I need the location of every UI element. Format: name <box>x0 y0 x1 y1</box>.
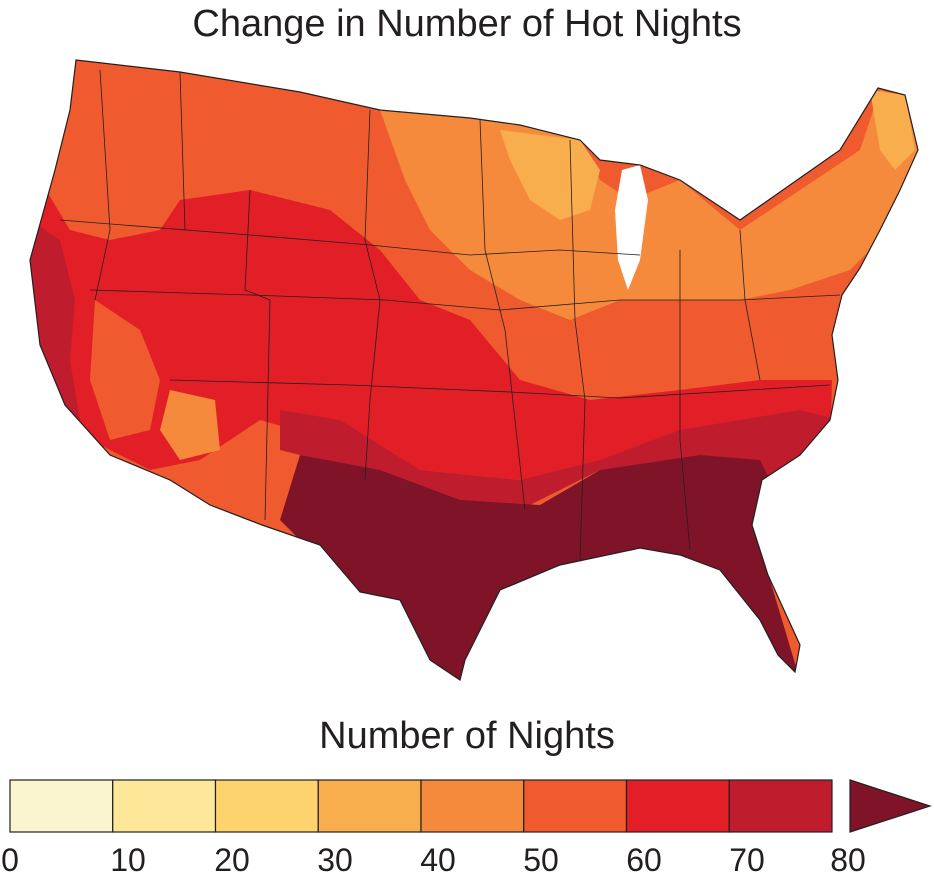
legend-tick-30: 30 <box>317 842 353 878</box>
legend-bin-4 <box>420 779 525 833</box>
legend-bin-1 <box>112 779 217 833</box>
lake-michigan <box>615 165 648 290</box>
region-40-50-mountains <box>160 390 220 460</box>
region-30-40-maine <box>870 90 915 170</box>
region-coast-70-80 <box>30 220 80 420</box>
legend-bin-5 <box>523 779 628 833</box>
legend-tick-40: 40 <box>420 842 456 878</box>
region-30-40-lakes <box>500 130 600 220</box>
legend-tick-50: 50 <box>523 842 559 878</box>
legend-colorbar <box>9 779 932 833</box>
legend-tick-70: 70 <box>729 842 765 878</box>
legend-bin-3 <box>317 779 422 833</box>
state-borders <box>59 69 841 561</box>
us-outline <box>29 59 919 681</box>
legend-bin-2 <box>214 779 319 833</box>
legend-bin-7 <box>728 779 833 833</box>
legend-tick-80: 80 <box>830 842 866 878</box>
legend-tick-60: 60 <box>626 842 662 878</box>
legend-title: Number of Nights <box>319 715 615 757</box>
us-hot-nights-map <box>29 59 919 681</box>
legend-bin-0 <box>9 779 114 833</box>
legend-bin-6 <box>625 779 730 833</box>
legend-tick-10: 10 <box>110 842 146 878</box>
legend-tick-20: 20 <box>214 842 250 878</box>
legend-tick-0: 0 <box>1 842 19 878</box>
map-title: Change in Number of Hot Nights <box>192 3 742 45</box>
region-60-70 <box>40 180 832 480</box>
legend-bin-8-arrow <box>849 779 932 833</box>
region-50-60-california <box>90 300 160 440</box>
